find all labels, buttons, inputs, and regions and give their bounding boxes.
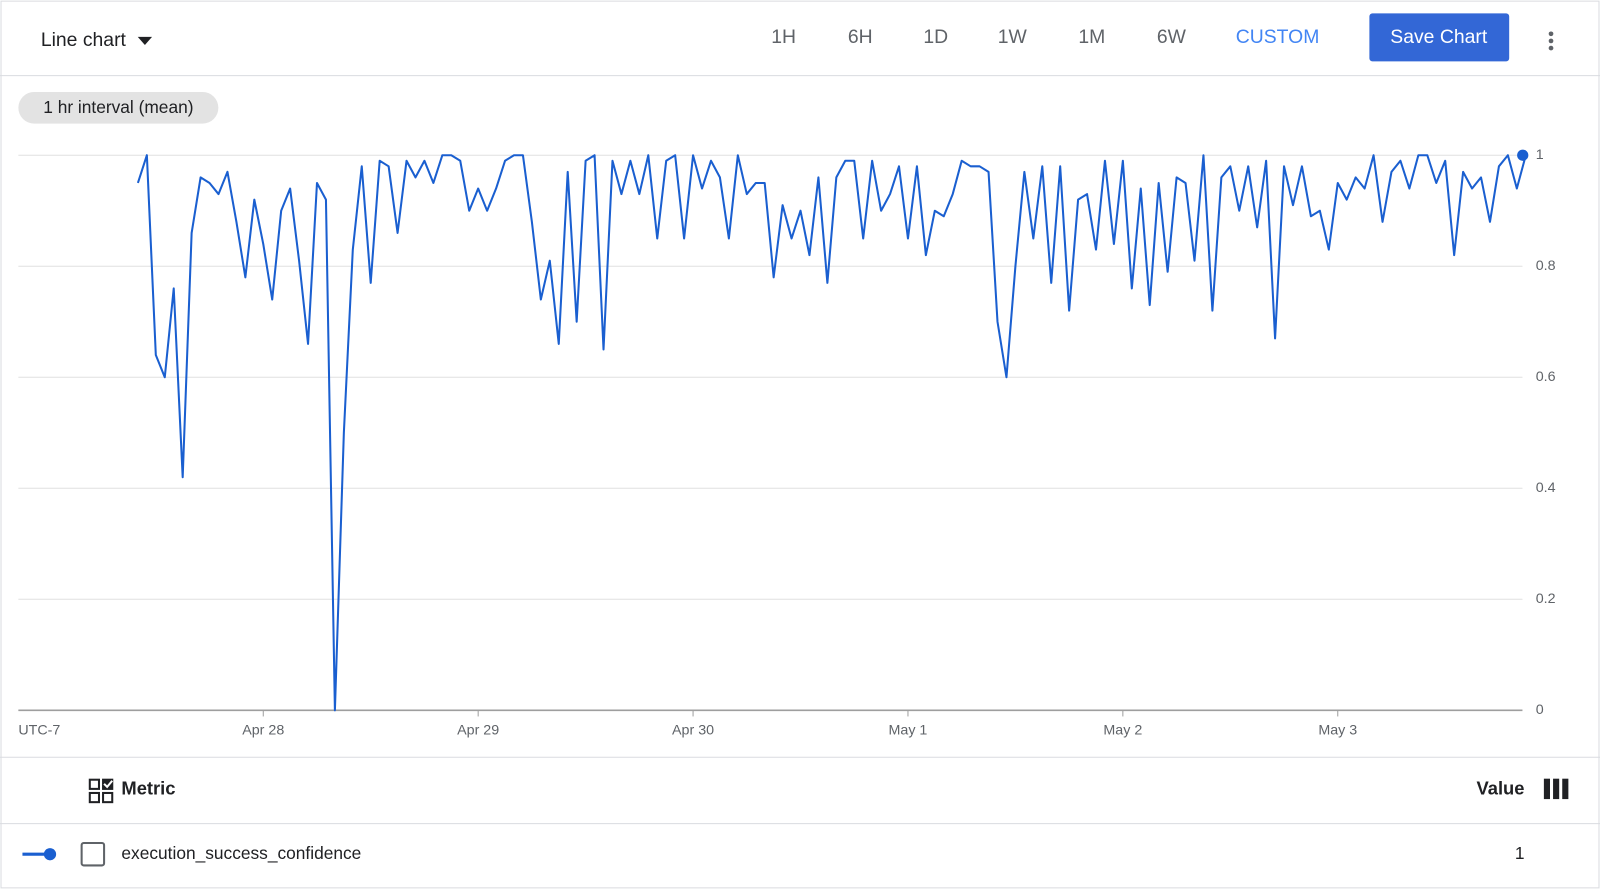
- menu-dot[interactable]: [1548, 45, 1554, 51]
- icon-bar[interactable]: [1543, 778, 1550, 800]
- icon-square: [88, 791, 100, 804]
- x-tick-label: Apr 29: [457, 722, 499, 738]
- value-header[interactable]: Value: [1477, 778, 1525, 799]
- timezone-label: UTC-7: [18, 722, 60, 738]
- range-button[interactable]: 6H: [848, 26, 873, 48]
- y-tick-label: 0.6: [1536, 369, 1556, 385]
- save-button[interactable]: [1369, 13, 1510, 62]
- x-tick-label: May 1: [889, 722, 928, 738]
- y-tick-label: 1: [1536, 147, 1544, 163]
- x-tick-label: May 3: [1318, 722, 1357, 738]
- icon-check-box: [102, 778, 114, 790]
- range-button[interactable]: 1H: [771, 26, 796, 48]
- range-button[interactable]: 1W: [998, 26, 1028, 48]
- metric-value: 1: [1515, 843, 1525, 863]
- metric-header[interactable]: Metric: [121, 778, 175, 799]
- range-button[interactable]: CUSTOM: [1236, 26, 1320, 48]
- columns-icon[interactable]: [1543, 778, 1569, 800]
- icon-square: [102, 791, 114, 804]
- icon-check: [103, 780, 114, 789]
- range-button[interactable]: 6W: [1157, 26, 1187, 48]
- metric-icon: [88, 778, 114, 804]
- interval-chip[interactable]: [18, 91, 219, 124]
- y-tick-label: 0: [1536, 702, 1544, 718]
- y-tick-label: 0.2: [1536, 591, 1556, 607]
- range-button[interactable]: 1M: [1078, 26, 1105, 48]
- metric-name: execution_success_confidence: [121, 843, 361, 863]
- row-checkbox[interactable]: [80, 841, 106, 867]
- range-button[interactable]: 1D: [923, 26, 948, 48]
- x-tick-label: May 2: [1103, 722, 1142, 738]
- legend-swatch-dot: [43, 848, 57, 861]
- save-button-label[interactable]: Save Chart: [1390, 26, 1488, 48]
- y-tick-label: 0.4: [1536, 480, 1556, 496]
- last-point: [1517, 149, 1529, 161]
- x-tick-label: Apr 30: [672, 722, 714, 738]
- y-tick-label: 0.8: [1536, 258, 1556, 274]
- x-tick-label: Apr 28: [242, 722, 284, 738]
- chart-type-menu[interactable]: Line chart: [41, 29, 127, 51]
- more-menu[interactable]: [1548, 31, 1554, 51]
- icon-square: [88, 778, 100, 790]
- icon-bar[interactable]: [1553, 778, 1560, 800]
- menu-dot[interactable]: [1548, 31, 1554, 37]
- data-line: [136, 154, 1527, 712]
- icon-bar[interactable]: [1562, 778, 1569, 800]
- menu-dot[interactable]: [1548, 38, 1554, 44]
- interval-chip-label[interactable]: 1 hr interval (mean): [43, 97, 193, 117]
- dropdown-arrow[interactable]: [137, 36, 153, 46]
